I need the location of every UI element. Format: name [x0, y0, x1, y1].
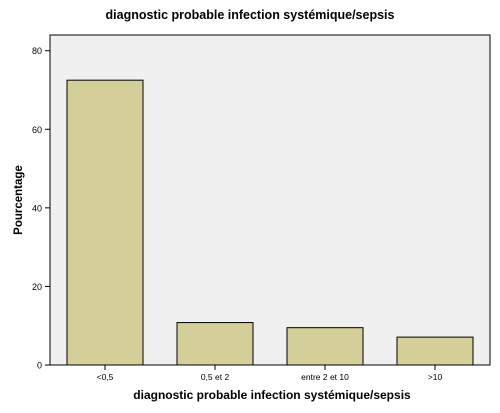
- bar: [396, 336, 474, 366]
- x-tick-label: entre 2 et 10: [301, 372, 349, 382]
- x-axis: <0,5 0,5 et 2 entre 2 et 10 >10: [97, 365, 443, 382]
- bar: [286, 327, 364, 366]
- x-tick-label: <0,5: [97, 372, 114, 382]
- bar: [176, 322, 254, 366]
- y-tick-label: 20: [32, 282, 42, 292]
- x-tick-label: 0,5 et 2: [201, 372, 230, 382]
- y-tick-label: 60: [32, 125, 42, 135]
- x-tick-label: >10: [428, 372, 443, 382]
- bar: [66, 79, 144, 366]
- x-axis-label: diagnostic probable infection systémique…: [133, 388, 411, 402]
- bars: [66, 79, 474, 366]
- y-axis: 0 20 40 60 80: [32, 46, 50, 371]
- y-tick-label: 80: [32, 46, 42, 56]
- chart-title: diagnostic probable infection systémique…: [105, 8, 395, 22]
- y-axis-label: Pourcentage: [13, 165, 25, 235]
- y-tick-label: 40: [32, 203, 42, 213]
- y-tick-label: 0: [37, 361, 42, 371]
